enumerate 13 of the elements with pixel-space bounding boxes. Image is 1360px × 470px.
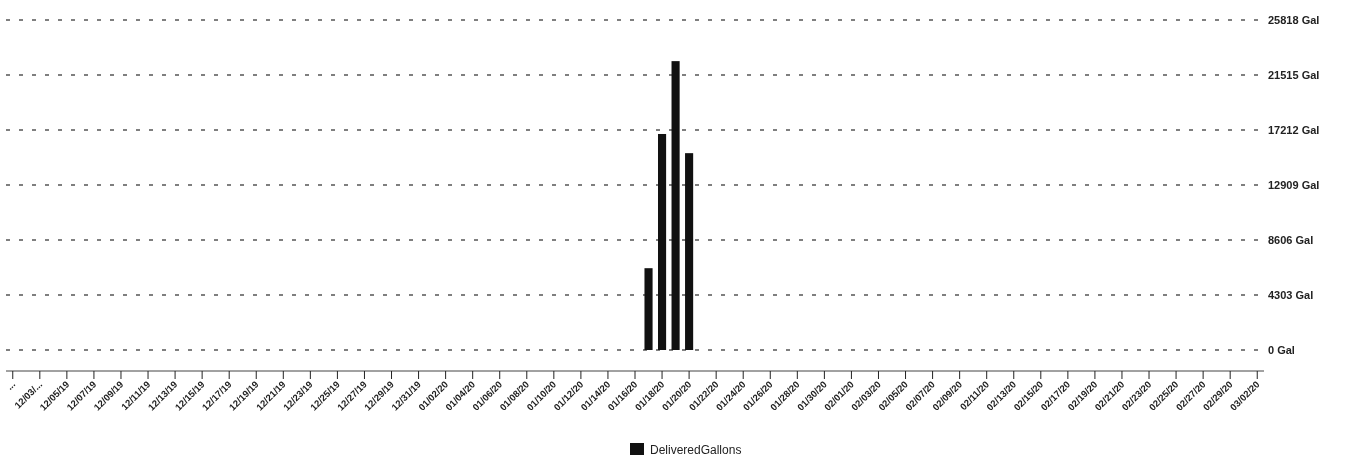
bar (644, 268, 653, 350)
bar (685, 153, 694, 350)
y-tick-label: 25818 Gal (1268, 13, 1320, 26)
x-tick-label: ... (3, 378, 18, 393)
y-tick-label: 4303 Gal (1268, 288, 1314, 301)
legend-label: DeliveredGallons (650, 443, 742, 458)
bar (671, 61, 680, 350)
y-tick-label: 0 Gal (1268, 343, 1295, 356)
y-tick-label: 17212 Gal (1268, 123, 1320, 136)
y-tick-label: 12909 Gal (1268, 178, 1320, 191)
y-tick-label: 21515 Gal (1268, 68, 1320, 81)
y-tick-label: 8606 Gal (1268, 233, 1314, 246)
bar (658, 133, 667, 350)
